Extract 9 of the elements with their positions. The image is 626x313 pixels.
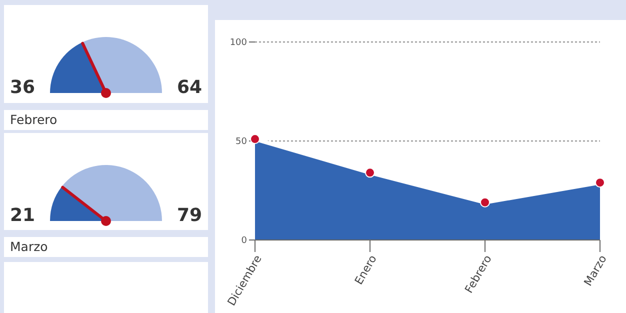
y-tick-label: 0 — [241, 236, 248, 246]
data-label: 64 — [176, 77, 202, 98]
y-tick-label: 100 — [230, 38, 248, 48]
text: Marzo — [4, 237, 208, 257]
y-tick-label: 50 — [236, 137, 248, 148]
chart-title: Febrero — [4, 110, 208, 130]
data-label: 21 — [10, 205, 36, 226]
data-label: 36 — [10, 77, 36, 98]
data-label: 79 — [176, 205, 202, 226]
